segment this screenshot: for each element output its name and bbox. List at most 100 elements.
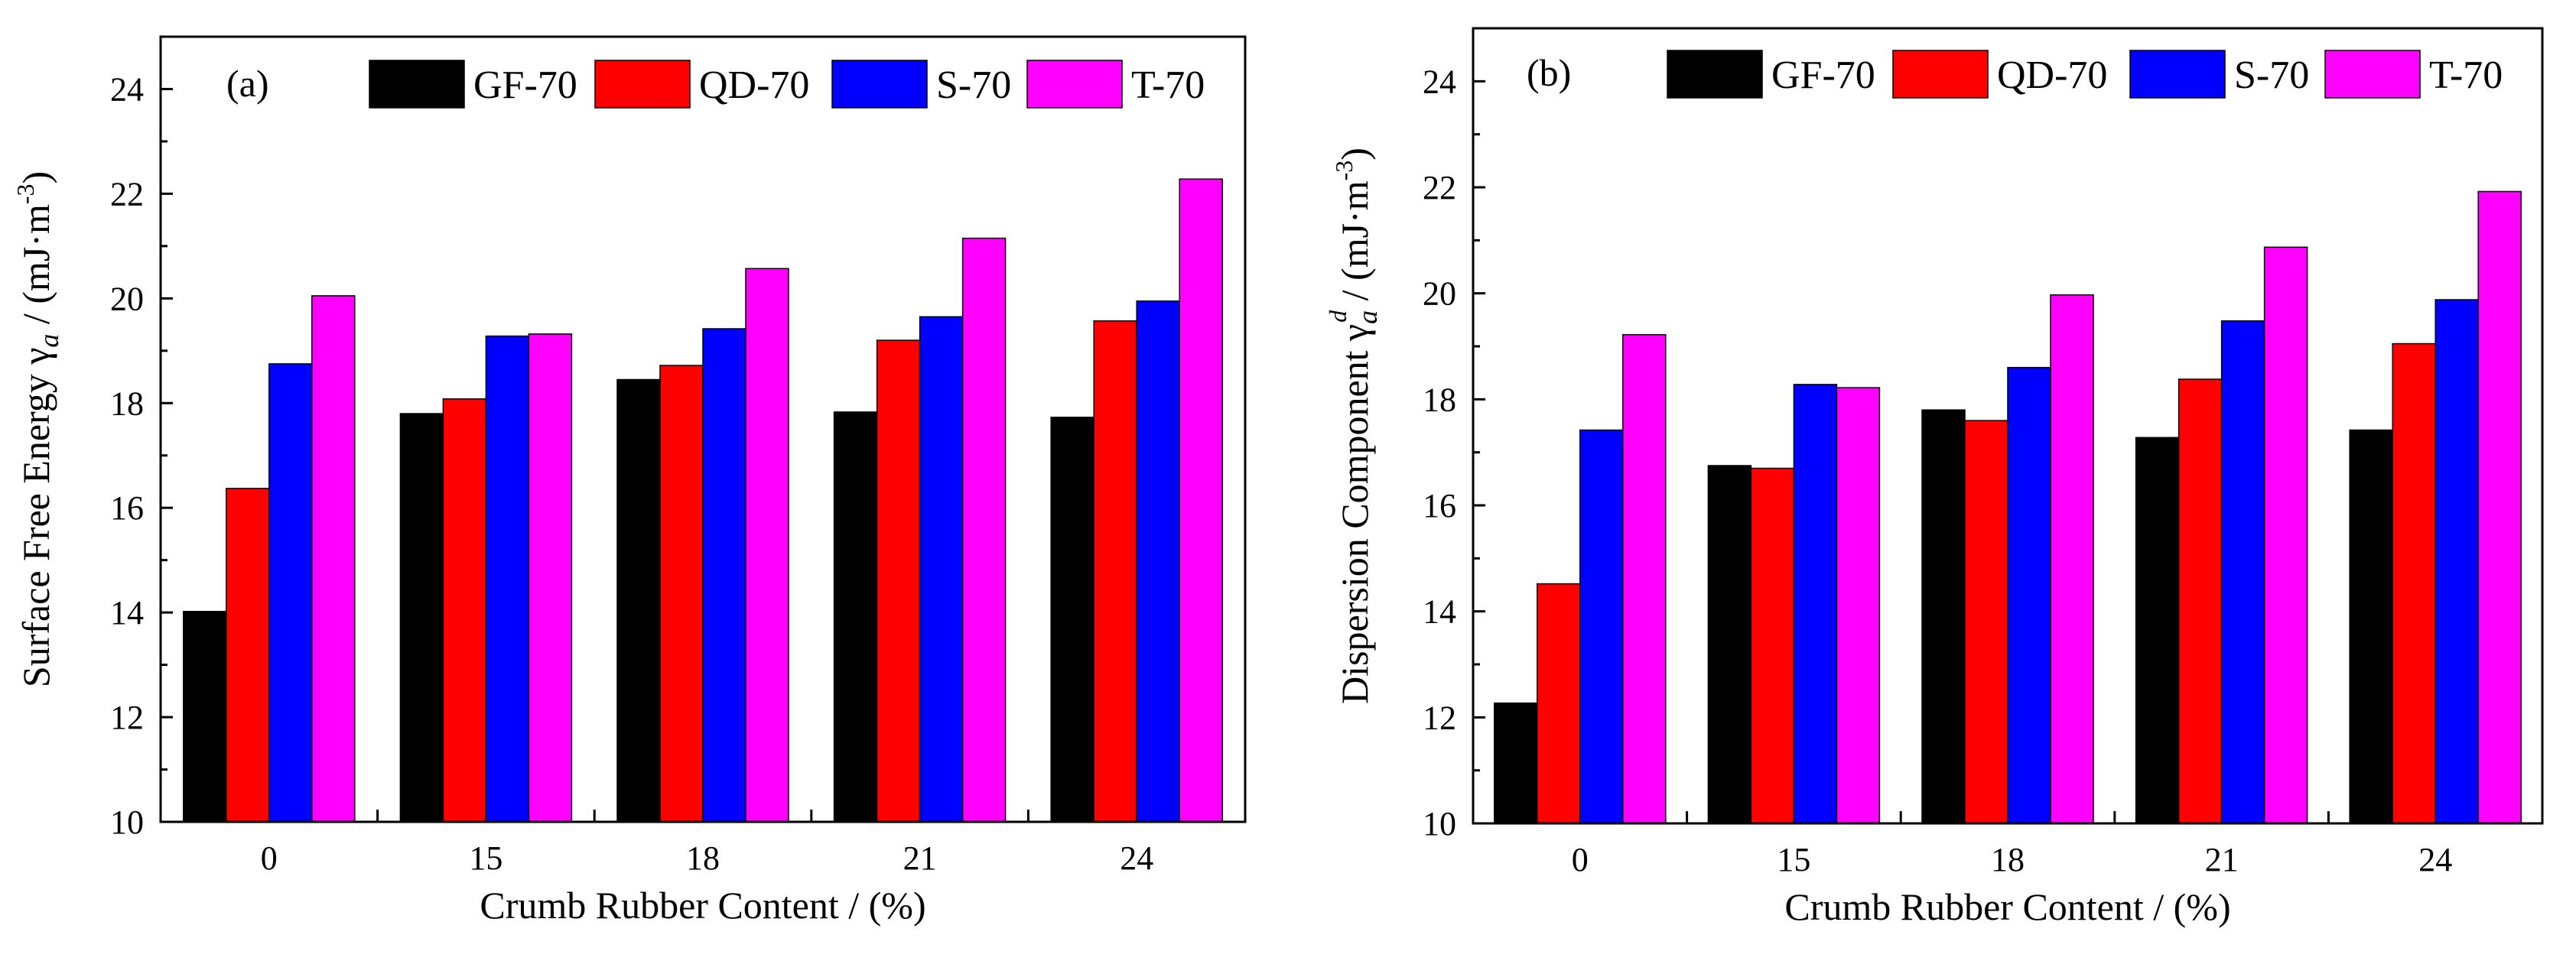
y-axis-title-subscript: a bbox=[1352, 310, 1383, 324]
y-axis-title-main: Dispersion Component γ bbox=[1333, 324, 1376, 704]
legend-swatch-qd-70 bbox=[1892, 50, 1989, 99]
bar-gf-70-0 bbox=[183, 611, 227, 823]
bar-gf-70-18 bbox=[616, 378, 661, 823]
bar-s-70-0 bbox=[268, 363, 313, 823]
legend-swatch-s-70 bbox=[831, 60, 928, 109]
x-tick-label: 0 bbox=[1572, 841, 1589, 878]
panel-label: (a) bbox=[226, 62, 269, 105]
bar-t-70-24 bbox=[2477, 190, 2522, 824]
chart-panel-a: 10 12 14 16 18 20 22 24 0 15 18 21 24 Crumb Rubber Co… bbox=[11, 35, 1247, 927]
legend-label-t-70: T-70 bbox=[2429, 54, 2503, 97]
x-tick-label: 24 bbox=[2418, 841, 2452, 878]
bar-s-70-21 bbox=[919, 316, 964, 823]
y-tick-label: 10 bbox=[1423, 805, 1456, 842]
y-tick-label: 12 bbox=[1423, 699, 1456, 736]
y-tick-label: 18 bbox=[1423, 381, 1456, 418]
bar-t-70-18 bbox=[2050, 294, 2094, 824]
bar-s-70-21 bbox=[2220, 320, 2265, 824]
y-tick-label: 10 bbox=[110, 804, 144, 841]
legend-label-gf-70: GF-70 bbox=[473, 63, 577, 107]
bar-t-70-0 bbox=[311, 295, 356, 823]
x-tick-label: 18 bbox=[1991, 841, 2025, 878]
bar-gf-70-24 bbox=[1050, 417, 1094, 823]
y-tick-label: 20 bbox=[1423, 275, 1456, 313]
bar-gf-70-21 bbox=[2135, 437, 2180, 824]
y-axis-title-main: Surface Free Energy γ bbox=[15, 348, 57, 688]
x-tick-label: 0 bbox=[261, 839, 278, 877]
y-tick-label: 12 bbox=[110, 699, 144, 736]
bar-gf-70-24 bbox=[2349, 429, 2393, 824]
bar-qd-70-24 bbox=[2392, 343, 2436, 824]
y-axis-title-close: ) bbox=[1333, 148, 1376, 161]
legend-swatch-t-70 bbox=[1026, 60, 1123, 109]
bar-qd-70-15 bbox=[1750, 467, 1795, 824]
y-tick-label: 14 bbox=[1423, 593, 1456, 631]
x-tick-label: 18 bbox=[686, 839, 720, 877]
bar-s-70-0 bbox=[1579, 429, 1624, 824]
legend-label-s-70: S-70 bbox=[936, 63, 1011, 107]
y-tick-label: 16 bbox=[110, 489, 144, 527]
y-axis-title-unit: / (mJ·m bbox=[1333, 180, 1376, 310]
panel-label: (b) bbox=[1527, 51, 1571, 94]
plot-frame bbox=[1472, 27, 2544, 825]
bar-t-70-15 bbox=[1836, 387, 1881, 824]
legend-label-t-70: T-70 bbox=[1131, 63, 1205, 107]
bar-t-70-0 bbox=[1622, 333, 1667, 824]
bar-s-70-15 bbox=[1793, 384, 1838, 824]
chart-panel-b: 10 12 14 16 18 20 22 24 0 15 18 21 24 Crumb Rubber Co… bbox=[1324, 27, 2544, 928]
x-tick-label: 15 bbox=[1777, 841, 1810, 878]
bar-qd-70-0 bbox=[226, 488, 270, 823]
x-tick-label: 21 bbox=[2205, 841, 2239, 878]
legend-label-s-70: S-70 bbox=[2234, 54, 2309, 97]
bar-t-70-24 bbox=[1179, 178, 1223, 823]
y-axis-title-unit: / (mJ·m bbox=[15, 204, 57, 334]
x-axis-title: Crumb Rubber Content / (%) bbox=[480, 884, 925, 927]
bar-s-70-18 bbox=[702, 328, 746, 823]
bar-t-70-15 bbox=[528, 333, 573, 823]
y-axis-title-superscript: d bbox=[1324, 310, 1351, 323]
bar-qd-70-24 bbox=[1093, 320, 1137, 823]
bar-s-70-15 bbox=[485, 335, 530, 823]
bar-qd-70-0 bbox=[1537, 583, 1581, 824]
bar-gf-70-15 bbox=[1707, 465, 1752, 824]
legend-swatch-gf-70 bbox=[369, 60, 465, 109]
bar-t-70-21 bbox=[961, 237, 1007, 823]
bar-gf-70-18 bbox=[1921, 409, 1966, 824]
y-tick-label: 14 bbox=[110, 594, 144, 631]
bar-s-70-24 bbox=[1136, 300, 1180, 823]
bar-qd-70-15 bbox=[442, 398, 487, 823]
y-axis-title-exponent: -3 bbox=[1330, 161, 1358, 181]
y-axis-title-exponent: -3 bbox=[11, 183, 39, 204]
y-tick-label: 18 bbox=[110, 385, 144, 422]
x-tick-label: 15 bbox=[469, 839, 503, 877]
y-tick-label: 16 bbox=[1423, 487, 1456, 524]
bar-gf-70-15 bbox=[399, 413, 444, 823]
y-axis-title: Surface Free Energy γa / (mJ·m-3) bbox=[11, 171, 64, 687]
bar-gf-70-0 bbox=[1494, 702, 1538, 824]
x-axis-title: Crumb Rubber Content / (%) bbox=[1784, 885, 2230, 928]
legend-label-qd-70: QD-70 bbox=[699, 63, 809, 107]
bar-qd-70-18 bbox=[659, 365, 704, 823]
bar-qd-70-21 bbox=[876, 339, 921, 823]
y-tick-label: 24 bbox=[110, 70, 144, 108]
x-tick-label: 24 bbox=[1120, 839, 1153, 877]
legend-swatch-t-70 bbox=[2324, 50, 2421, 99]
y-tick-label: 24 bbox=[1423, 63, 1456, 100]
legend-swatch-s-70 bbox=[2129, 50, 2226, 99]
legend-label-gf-70: GF-70 bbox=[1771, 54, 1875, 97]
y-tick-label: 20 bbox=[110, 280, 144, 317]
bar-qd-70-18 bbox=[1964, 420, 2008, 824]
legend-label-qd-70: QD-70 bbox=[1997, 54, 2107, 97]
bar-gf-70-21 bbox=[833, 411, 878, 823]
y-axis-title: Dispersion Component γad / (mJ·m-3) bbox=[1324, 148, 1383, 704]
y-axis-title-subscript: a bbox=[34, 334, 64, 348]
y-tick-label: 22 bbox=[1423, 169, 1456, 206]
y-axis-title-close: ) bbox=[15, 171, 57, 184]
x-tick-label: 21 bbox=[903, 839, 937, 877]
legend-swatch-gf-70 bbox=[1667, 50, 1763, 99]
bar-s-70-18 bbox=[2007, 366, 2051, 824]
bar-t-70-21 bbox=[2263, 246, 2308, 824]
legend-swatch-qd-70 bbox=[594, 60, 691, 109]
